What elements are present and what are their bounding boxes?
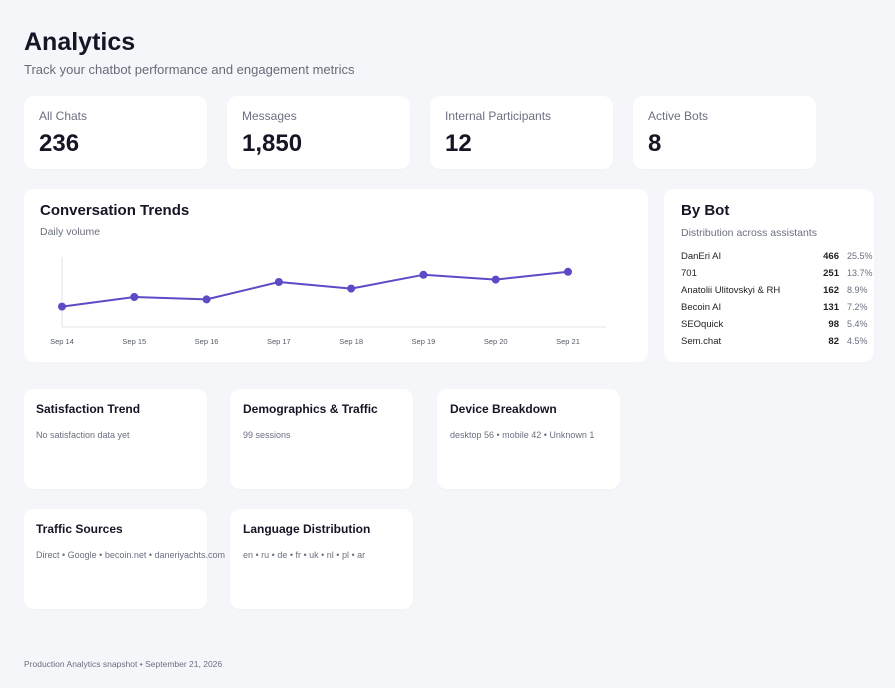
panel-text: 99 sessions [243,430,291,440]
panel-text: en • ru • de • fr • uk • nl • pl • ar [243,550,366,560]
stat-card-internal-participants: Internal Participants 12 [430,96,613,169]
bot-count: 251 [823,268,839,279]
bot-count: 131 [823,302,839,313]
stat-value: 8 [648,130,662,157]
x-tick-label: Sep 16 [195,337,219,346]
data-point[interactable] [491,275,500,284]
conversation-trends-card: Conversation Trends Daily volume Sep 14 S… [24,189,648,362]
x-tick-label: Sep 18 [339,337,363,346]
bot-name: Anatolii Ulitovskyi & RH [681,285,781,296]
stat-card-all-chats: All Chats 236 [24,96,207,169]
conversation-trends-chart: Sep 14 Sep 15 Sep 16 Sep 17 Sep 18 Sep 19 Sep … [50,257,606,346]
data-point[interactable] [202,295,211,304]
data-point[interactable] [347,284,356,293]
data-point[interactable] [564,267,572,276]
stat-value: 12 [445,130,472,157]
bot-count: 98 [828,319,839,330]
bot-name: Becoin AI [681,302,722,313]
panel-text: No satisfaction data yet [36,430,130,440]
bot-name: Sem.chat [681,336,722,347]
stat-label: All Chats [39,109,88,123]
bot-row-701[interactable]: 701 251 13.7% [681,268,873,285]
x-tick-label: Sep 15 [122,337,146,346]
panel-title: Device Breakdown [450,402,557,416]
bot-percent: 7.2% [847,302,868,312]
data-point[interactable] [274,278,283,286]
footer-text: Production Analytics snapshot • Septembe… [24,659,223,669]
bot-row-becoin-ai[interactable]: Becoin AI 131 7.2% [681,302,870,319]
x-tick-label: Sep 19 [412,337,436,346]
stat-label: Internal Participants [445,109,552,123]
bot-percent: 13.7% [847,268,873,278]
data-point[interactable] [58,302,66,311]
bot-row-daneri-ai[interactable]: DanEri AI 466 25.5% [681,251,873,268]
bot-name: SEOquick [681,319,724,330]
bot-row-seoquick[interactable]: SEOquick 98 5.4% [681,319,870,336]
bot-row-sem-chat[interactable]: Sem.chat 82 4.5% [681,336,870,353]
by-bot-subtitle: Distribution across assistants [681,227,817,239]
bot-percent: 5.4% [847,319,868,329]
demographics-traffic-card: Demographics & Traffic 99 sessions [230,389,413,489]
panel-text: desktop 56 • mobile 42 • Unknown 1 [450,430,595,440]
stat-label: Active Bots [648,109,709,123]
bot-name: DanEri AI [681,251,722,262]
page-subtitle: Track your chatbot performance and engag… [24,62,355,77]
bot-percent: 4.5% [847,336,868,346]
x-tick-label: Sep 21 [556,337,580,346]
panel-title: Traffic Sources [36,522,123,536]
language-distribution-card: Language Distribution en • ru • de • fr … [230,509,413,609]
by-bot-title: By Bot [681,202,730,219]
bot-count: 82 [828,336,839,347]
by-bot-card: By Bot Distribution across assistants Da… [664,189,874,362]
x-tick-label: Sep 17 [267,337,291,346]
series-line [61,270,569,308]
stat-value: 1,850 [242,130,303,157]
traffic-sources-card: Traffic Sources Direct • Google • becoin… [24,509,225,609]
bot-percent: 8.9% [847,285,868,295]
stat-value: 236 [39,130,80,157]
panel-text: Direct • Google • becoin.net • daneriyac… [36,550,226,560]
stat-label: Messages [242,109,297,123]
data-point[interactable] [130,293,139,301]
bot-count: 466 [823,251,839,262]
device-breakdown-card: Device Breakdown desktop 56 • mobile 42 … [437,389,620,489]
chart-subtitle: Daily volume [40,226,101,238]
x-tick-label: Sep 14 [50,337,74,346]
stat-card-messages: Messages 1,850 [227,96,410,169]
page-title: Analytics [24,28,136,56]
stat-card-active-bots: Active Bots 8 [633,96,816,169]
panel-title: Satisfaction Trend [36,402,141,416]
chart-title: Conversation Trends [40,202,190,219]
satisfaction-trend-card: Satisfaction Trend No satisfaction data … [24,389,207,489]
x-tick-label: Sep 20 [484,337,508,346]
bot-row-anatolii-ulitovskyi[interactable]: Anatolii Ulitovskyi & RH 162 8.9% [681,285,870,302]
data-point[interactable] [419,270,428,279]
panel-title: Demographics & Traffic [243,402,378,416]
panel-title: Language Distribution [243,522,371,536]
bot-percent: 25.5% [847,251,873,261]
bot-count: 162 [823,285,839,296]
bot-name: 701 [681,268,697,279]
